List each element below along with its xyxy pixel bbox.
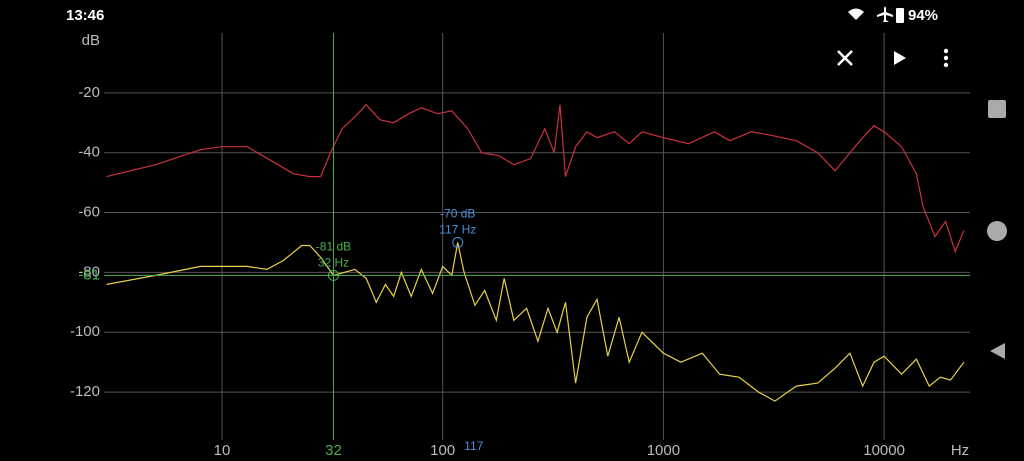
cursor-readout: 32 Hz [318,256,349,270]
y-tick-label: -80 [78,263,100,280]
x-tick-label: 10 [214,442,231,459]
x-tick-label: 100 [430,442,455,459]
y-tick-label: -60 [78,204,100,221]
nav-recents[interactable] [988,100,1006,118]
plot: dB Hz -20 -40 -60 -80 -100 -120 10 100 1000 10000 -8… [70,32,970,459]
airplane-icon [877,6,893,22]
close-button[interactable] [837,50,853,66]
spectrum-line [106,103,965,254]
x-unit-label: Hz [951,442,969,459]
cursor-marker [327,269,339,281]
x-tick-label: 10000 [863,442,905,459]
nav-back[interactable] [990,343,1005,359]
menu-button[interactable] [943,48,949,68]
cursor-readout: 117 Hz [439,223,476,237]
wifi-icon [848,8,864,20]
nav-home[interactable] [987,221,1007,241]
y-tick-label: -20 [78,84,100,101]
clock: 13:46 [66,7,104,24]
cursor-marker [452,236,464,248]
y-tick-label: -120 [70,383,100,400]
cursor-y-label: -81 [78,266,100,283]
y-tick-label: -100 [70,323,100,340]
cursor-readout: -81 dB [316,240,351,254]
y-axis-label: dB [82,32,100,49]
cursor-readout: -70 dB [440,207,475,221]
battery-icon [896,8,904,23]
x-tick-label: 1000 [647,442,680,459]
cursor-x-label: 117 [464,439,483,453]
cursor-x-label: 32 [325,442,342,459]
y-tick-label: -40 [78,144,100,161]
play-button[interactable] [894,51,906,65]
battery-level: 94% [908,7,938,24]
